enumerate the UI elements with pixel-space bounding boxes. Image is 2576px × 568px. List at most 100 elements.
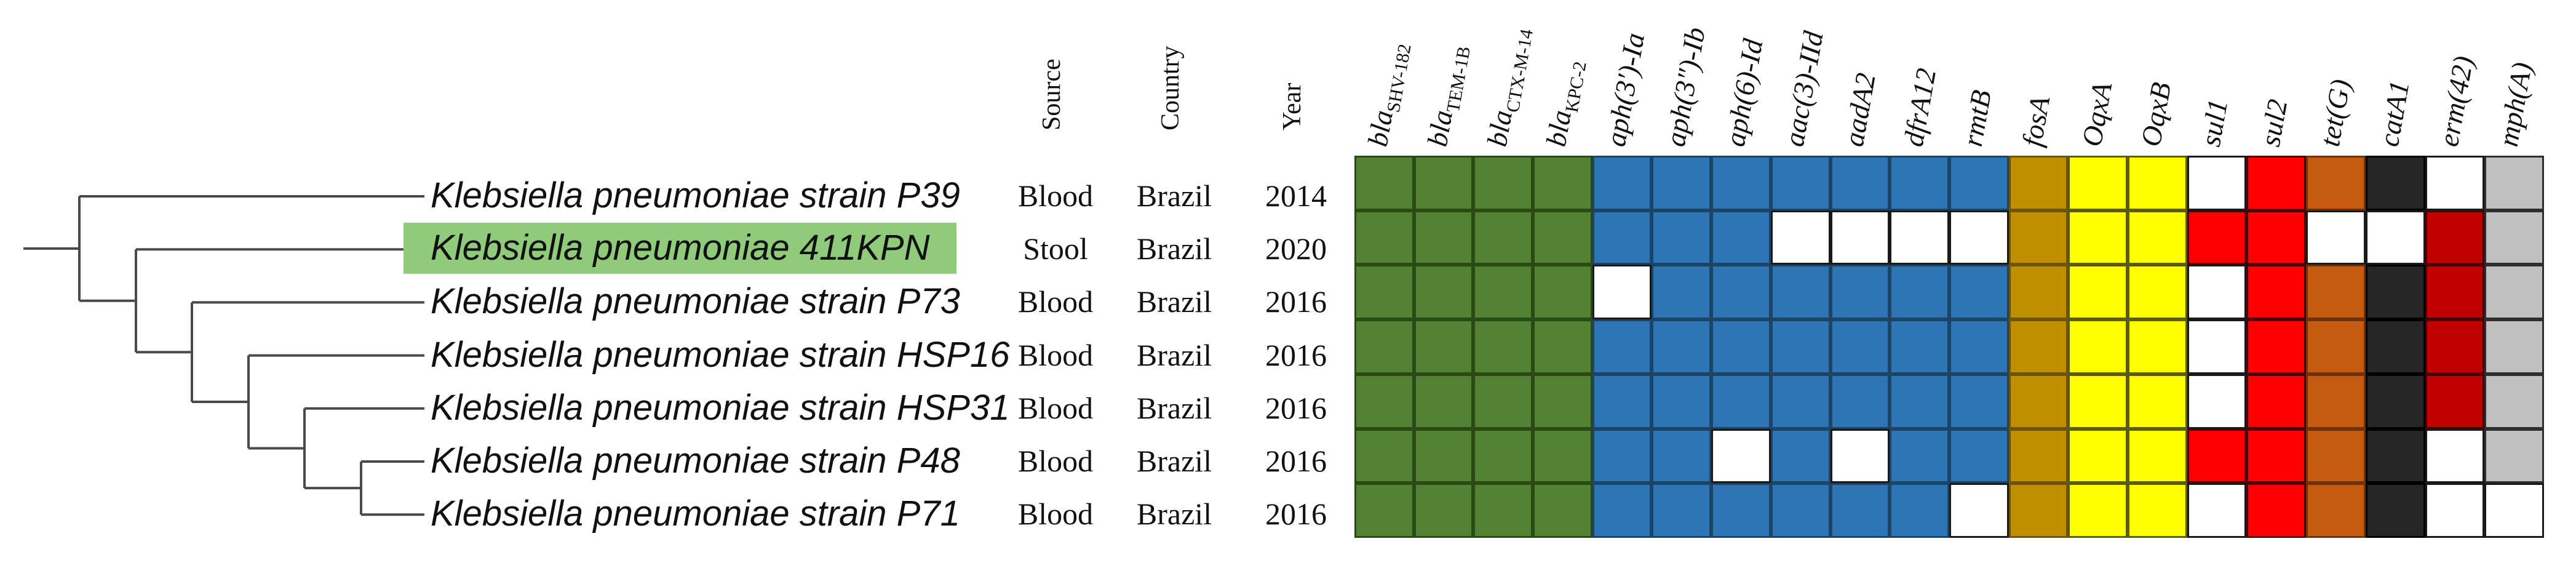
matrix-cell xyxy=(2306,319,2366,374)
matrix-cell xyxy=(2008,265,2069,320)
matrix-cell xyxy=(1354,483,1414,538)
matrix-cell xyxy=(2246,319,2307,374)
matrix-cell xyxy=(1413,265,1474,320)
gene-column-header: OqxA xyxy=(2075,79,2118,149)
matrix-cell xyxy=(2306,156,2366,210)
matrix-cell xyxy=(2306,428,2366,484)
matrix-cell xyxy=(2128,265,2187,320)
matrix-cell xyxy=(1830,265,1890,320)
gene-column-header: erm(42) xyxy=(2432,54,2479,149)
matrix-cell xyxy=(1652,156,1712,210)
matrix-cell xyxy=(1533,210,1592,265)
matrix-cell xyxy=(1890,265,1949,320)
year-value: 2016 xyxy=(1265,390,1327,425)
matrix-cell xyxy=(2425,319,2485,374)
matrix-cell xyxy=(1473,428,1533,484)
matrix-cell xyxy=(2128,156,2187,210)
strain-label: Klebsiella pneumoniae strain HSP16 xyxy=(431,334,1010,375)
matrix-cell xyxy=(2425,483,2485,538)
matrix-cell xyxy=(1354,428,1414,484)
source-value: Blood xyxy=(1017,337,1094,372)
country-value: Brazil xyxy=(1136,443,1212,478)
strain-label: Klebsiella pneumoniae strain HSP31 xyxy=(431,387,1010,428)
country-value: Brazil xyxy=(1136,337,1212,372)
matrix-cell xyxy=(1949,428,2009,484)
matrix-cell xyxy=(1473,156,1533,210)
matrix-cell xyxy=(2128,210,2187,265)
matrix-cell xyxy=(2068,428,2128,484)
matrix-cell xyxy=(2246,374,2307,429)
matrix-cell xyxy=(2484,374,2544,429)
gene-column-header: tet(G) xyxy=(2313,76,2356,149)
matrix-cell xyxy=(1652,319,1712,374)
matrix-cell xyxy=(1354,156,1414,210)
matrix-cell xyxy=(1949,210,2009,265)
year-value: 2016 xyxy=(1265,443,1327,478)
matrix-cell xyxy=(1413,374,1474,429)
gene-column-header: OqxB xyxy=(2135,79,2177,149)
matrix-cell xyxy=(2484,428,2544,484)
matrix-cell xyxy=(1949,319,2009,374)
year-value: 2014 xyxy=(1265,178,1327,213)
source-value: Blood xyxy=(1017,443,1094,478)
gene-column-header: aph(6)-Id xyxy=(1719,36,1769,149)
matrix-cell xyxy=(1770,483,1831,538)
matrix-cell xyxy=(1711,265,1771,320)
matrix-cell xyxy=(2425,210,2485,265)
matrix-cell xyxy=(2187,319,2247,374)
matrix-cell xyxy=(2128,319,2187,374)
column-header-country: Country xyxy=(1156,46,1185,130)
matrix-cell xyxy=(1354,210,1414,265)
matrix-cell xyxy=(1949,265,2009,320)
matrix-cell xyxy=(2246,156,2307,210)
year-value: 2016 xyxy=(1265,497,1327,532)
gene-column-header: aac(3)-IId xyxy=(1778,28,1830,149)
gene-column-header: sul2 xyxy=(2254,97,2294,149)
matrix-cell xyxy=(2365,319,2425,374)
matrix-cell xyxy=(1770,265,1831,320)
gene-presence-matrix xyxy=(1354,156,2544,538)
matrix-cell xyxy=(1354,265,1414,320)
matrix-cell xyxy=(1354,319,1414,374)
matrix-cell xyxy=(1413,210,1474,265)
matrix-cell xyxy=(1592,374,1652,429)
matrix-cell xyxy=(2068,483,2128,538)
gene-column-header: fosA xyxy=(2016,94,2056,149)
matrix-cell xyxy=(2306,374,2366,429)
matrix-cell xyxy=(2484,265,2544,320)
matrix-cell xyxy=(2484,319,2544,374)
year-value: 2016 xyxy=(1265,284,1327,319)
matrix-cell xyxy=(1592,265,1652,320)
matrix-cell xyxy=(2365,428,2425,484)
matrix-cell xyxy=(1413,156,1474,210)
matrix-cell xyxy=(2008,210,2069,265)
matrix-cell xyxy=(1830,210,1890,265)
matrix-cell xyxy=(2306,210,2366,265)
matrix-cell xyxy=(2365,483,2425,538)
matrix-cell xyxy=(2008,319,2069,374)
phylogenetic-tree xyxy=(23,195,424,516)
matrix-cell xyxy=(1652,483,1712,538)
matrix-cell xyxy=(2365,374,2425,429)
country-value: Brazil xyxy=(1136,178,1212,213)
matrix-cell xyxy=(1711,156,1771,210)
matrix-cell xyxy=(1533,319,1592,374)
country-value: Brazil xyxy=(1136,231,1212,266)
matrix-cell xyxy=(1592,483,1652,538)
matrix-cell xyxy=(2187,265,2247,320)
gene-column-header: dfrA12 xyxy=(1897,66,1942,149)
matrix-cell xyxy=(1711,319,1771,374)
strain-label: Klebsiella pneumoniae strain P73 xyxy=(431,281,960,322)
matrix-cell xyxy=(2187,483,2247,538)
matrix-cell xyxy=(1890,156,1949,210)
matrix-cell xyxy=(1413,428,1474,484)
strain-label-highlighted: Klebsiella pneumoniae 411KPN xyxy=(403,223,957,274)
matrix-cell xyxy=(1830,156,1890,210)
source-value: Blood xyxy=(1017,178,1094,213)
matrix-cell xyxy=(2246,265,2307,320)
matrix-cell xyxy=(2008,428,2069,484)
matrix-cell xyxy=(1413,483,1474,538)
matrix-cell xyxy=(1473,374,1533,429)
gene-column-header: aadA2 xyxy=(1837,70,1882,149)
matrix-cell xyxy=(2008,156,2069,210)
